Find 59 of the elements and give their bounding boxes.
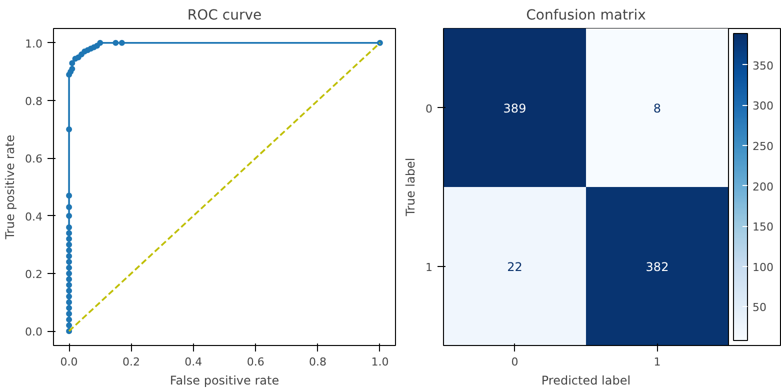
x-tick-label: 1.0 [371, 356, 389, 368]
point [66, 264, 72, 271]
point [69, 66, 76, 72]
x-tick-label: 0 [511, 356, 518, 368]
point [97, 40, 104, 46]
point [66, 322, 72, 328]
x-tick-label: 0.6 [246, 356, 264, 368]
y-axis-title: True label [404, 158, 418, 218]
point [66, 236, 72, 242]
point [66, 126, 72, 132]
color-bar-label: 100 [752, 260, 774, 274]
color-bar-label: 250 [752, 140, 774, 154]
chart-title: Confusion matrix [526, 8, 646, 24]
point [66, 310, 72, 317]
color-bar-label: 300 [752, 100, 774, 113]
data-label: 8 [653, 101, 662, 116]
data-label: 382 [646, 260, 669, 274]
x-tick-label: 0.0 [60, 356, 78, 368]
point [66, 212, 72, 219]
x-tick-label: 1 [654, 356, 661, 368]
point [66, 305, 72, 312]
point [66, 204, 72, 210]
point [66, 258, 72, 265]
chart-title: ROC curve [187, 8, 262, 24]
y-tick-label: 0.8 [25, 95, 43, 108]
point [66, 192, 72, 199]
y-axis-title: True positive rate [3, 134, 18, 240]
point [66, 288, 72, 294]
x-tick-label: 0.4 [184, 356, 202, 368]
point [66, 224, 72, 230]
color-bar-label: 50 [752, 301, 766, 314]
point [66, 270, 72, 276]
x-tick-label: 0.8 [309, 356, 327, 368]
point [66, 276, 72, 282]
point [66, 247, 72, 254]
x-axis-title: Predicted label [541, 374, 631, 388]
point [376, 40, 383, 46]
data-label: 22 [507, 260, 522, 274]
point [118, 40, 125, 46]
x-axis-title: False positive rate [170, 374, 280, 388]
x-tick-label: 0.2 [122, 356, 140, 368]
color-bar-label: 200 [752, 180, 774, 194]
y-tick-label: 0.0 [25, 326, 43, 339]
point [66, 316, 72, 323]
point [112, 40, 119, 46]
point [66, 282, 72, 288]
point [66, 242, 72, 248]
point [66, 294, 72, 300]
point [66, 299, 72, 306]
y-tick-label: 1.0 [25, 37, 43, 50]
point [66, 253, 72, 260]
point [69, 60, 76, 66]
data-label: 389 [503, 101, 526, 116]
point [66, 230, 72, 236]
color-bar-label: 350 [752, 59, 774, 72]
y-tick-label: 0.2 [25, 268, 43, 281]
color-bar-label: 150 [752, 220, 774, 234]
y-tick-label: 0.6 [25, 152, 43, 166]
y-tick-label: 0.4 [25, 210, 43, 224]
